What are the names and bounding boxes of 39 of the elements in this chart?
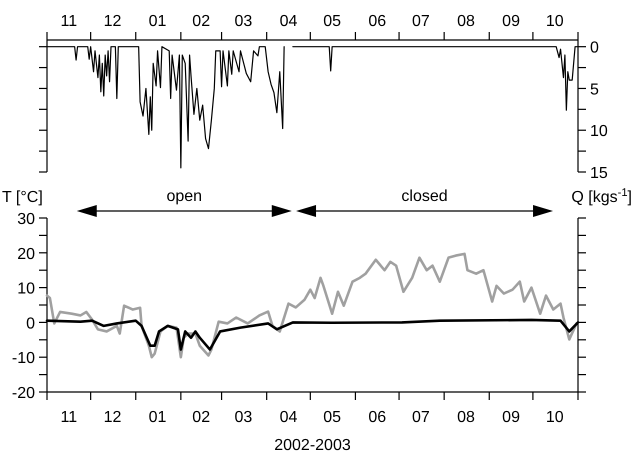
x-tick-label: 03 <box>234 13 252 30</box>
y-tick-label: 20 <box>17 246 36 263</box>
y-tick-label: 5 <box>590 81 599 98</box>
y-tick-label: 10 <box>17 280 36 298</box>
x-tick-label: 11 <box>60 13 78 30</box>
x-tick-label: 01 <box>148 13 167 30</box>
y-tick-label: -10 <box>12 350 36 368</box>
x-tick-label: 09 <box>502 13 520 30</box>
x-tick-label: 02 <box>192 409 210 426</box>
text: open <box>166 188 202 205</box>
y-tick-label: 0 <box>26 315 36 332</box>
x-tick-label: 10 <box>546 13 564 30</box>
y-axis-title: T [°C] <box>2 189 43 206</box>
y-tick-label: 0 <box>590 40 599 57</box>
x-tick-label: 05 <box>323 13 342 30</box>
y-tick-label: 15 <box>590 165 608 182</box>
x-tick-label: 06 <box>368 409 386 426</box>
x-tick-label: 04 <box>280 409 298 426</box>
y-tick-label: -20 <box>12 385 36 402</box>
x-tick-label: 06 <box>368 13 386 30</box>
x-tick-label: 03 <box>234 409 252 426</box>
x-tick-label: 08 <box>457 409 475 426</box>
x-tick-label: 05 <box>323 409 342 426</box>
y-tick-label: 10 <box>590 123 608 140</box>
y-tick-label: 30 <box>17 211 36 228</box>
x-tick-label: 02 <box>192 13 210 30</box>
x-tick-label: 09 <box>502 409 520 426</box>
text: closed <box>401 188 448 205</box>
y-axis-title: Q [kgs$^{-1}$] <box>571 187 632 206</box>
x-tick-label: 07 <box>412 13 430 30</box>
x-tick-label: 08 <box>457 13 475 30</box>
x-tick-label: 12 <box>104 13 122 30</box>
x-tick-label: 12 <box>104 409 122 426</box>
x-tick-label: 07 <box>412 409 430 426</box>
x-tick-label: 11 <box>60 409 78 426</box>
x-axis-title: 2002-2003 <box>274 437 351 454</box>
x-tick-label: 10 <box>546 409 564 426</box>
x-tick-label: 04 <box>280 13 298 30</box>
x-tick-label: 01 <box>148 409 167 426</box>
